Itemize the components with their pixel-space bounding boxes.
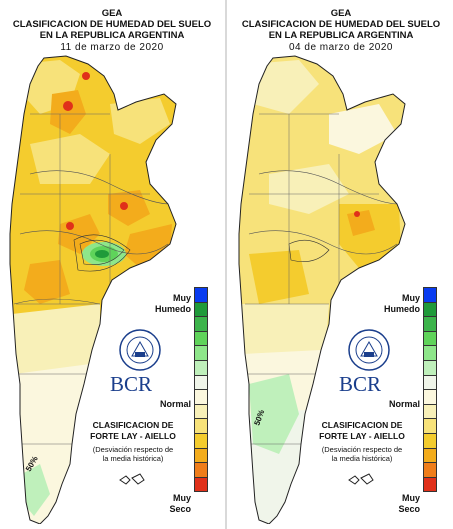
legend-label-humedo: Humedo: [384, 304, 420, 314]
legend-swatch: [194, 345, 208, 361]
deviation-note-line2: la media histórica): [331, 454, 393, 463]
panel-title-gea: GEA: [330, 8, 352, 19]
legend-swatch: [194, 330, 208, 347]
argentina-soil-moisture-map: 50%: [238, 55, 406, 524]
panel-title-gea: GEA: [101, 8, 123, 19]
legend-label-seco: Seco: [169, 504, 191, 514]
legend-swatch: [423, 447, 437, 464]
legend-swatch: [194, 447, 208, 464]
classification-line1: CLASIFICACION DE: [321, 420, 403, 430]
legend-swatch: [194, 432, 208, 449]
legend-swatch: [423, 301, 437, 318]
legend-swatch: [423, 432, 437, 449]
legend-swatch: [194, 389, 208, 405]
legend-swatch: [194, 287, 208, 303]
bcr-seal-icon: [348, 329, 390, 371]
legend-swatch: [194, 301, 208, 318]
panel-title-classification: CLASIFICACION DE HUMEDAD DEL SUELO: [12, 19, 212, 30]
panel-date: 11 de marzo de 2020: [60, 42, 164, 53]
deviation-note-line2: la media histórica): [102, 454, 164, 463]
legend-swatch: [423, 374, 437, 391]
legend-swatch: [423, 345, 437, 361]
legend-label-muy-bottom: Muy: [173, 493, 191, 503]
legend-label-normal: Normal: [159, 399, 191, 409]
legend-swatch: [194, 316, 208, 332]
classification-line2: FORTE LAY - AIELLO: [90, 431, 176, 441]
panel-date: 04 de marzo de 2020: [288, 42, 393, 53]
argentina-soil-moisture-map: 50%: [9, 55, 177, 524]
deviation-note-line1: (Desviación respecto de: [92, 445, 174, 454]
legend-swatch: [423, 287, 437, 303]
legend-label-muy-top: Muy: [173, 293, 191, 303]
legend-swatch: [194, 462, 208, 478]
legend-label-seco: Seco: [398, 504, 420, 514]
panel-title-classification: CLASIFICACION DE HUMEDAD DEL SUELO: [241, 19, 441, 30]
deviation-note-line1: (Desviación respecto de: [321, 445, 403, 454]
legend-swatch: [423, 330, 437, 347]
map-panel-march-04: GEA CLASIFICACION DE HUMEDAD DEL SUELO E…: [229, 0, 453, 529]
legend-label-normal: Normal: [388, 399, 420, 409]
moisture-legend: [194, 287, 208, 493]
legend-label-muy-top: Muy: [402, 293, 420, 303]
legend-swatch: [423, 476, 437, 493]
legend-swatch: [423, 359, 437, 376]
moisture-legend: [423, 287, 437, 493]
legend-swatch: [423, 389, 437, 405]
legend-swatch: [423, 316, 437, 332]
classification-line1: CLASIFICACION DE: [92, 420, 174, 430]
legend-swatch: [423, 462, 437, 478]
legend-swatch: [423, 403, 437, 420]
legend-label-muy-bottom: Muy: [402, 493, 420, 503]
malvinas-islands-icon: [348, 473, 374, 485]
map-panel-march-11: GEA CLASIFICACION DE HUMEDAD DEL SUELO E…: [0, 0, 224, 529]
panel-divider: [225, 0, 227, 529]
legend-swatch: [194, 418, 208, 434]
bcr-logo: BCR: [110, 372, 153, 396]
legend-swatch: [194, 476, 208, 493]
legend-swatch: [194, 374, 208, 391]
legend-label-humedo: Humedo: [155, 304, 191, 314]
bcr-seal-icon: [119, 329, 161, 371]
legend-swatch: [194, 403, 208, 420]
legend-swatch: [194, 359, 208, 376]
bcr-logo: BCR: [339, 372, 382, 396]
panel-title-country: EN LA REPUBLICA ARGENTINA: [268, 30, 414, 41]
malvinas-islands-icon: [119, 473, 145, 485]
panel-title-country: EN LA REPUBLICA ARGENTINA: [39, 30, 185, 41]
classification-line2: FORTE LAY - AIELLO: [319, 431, 405, 441]
legend-swatch: [423, 418, 437, 434]
